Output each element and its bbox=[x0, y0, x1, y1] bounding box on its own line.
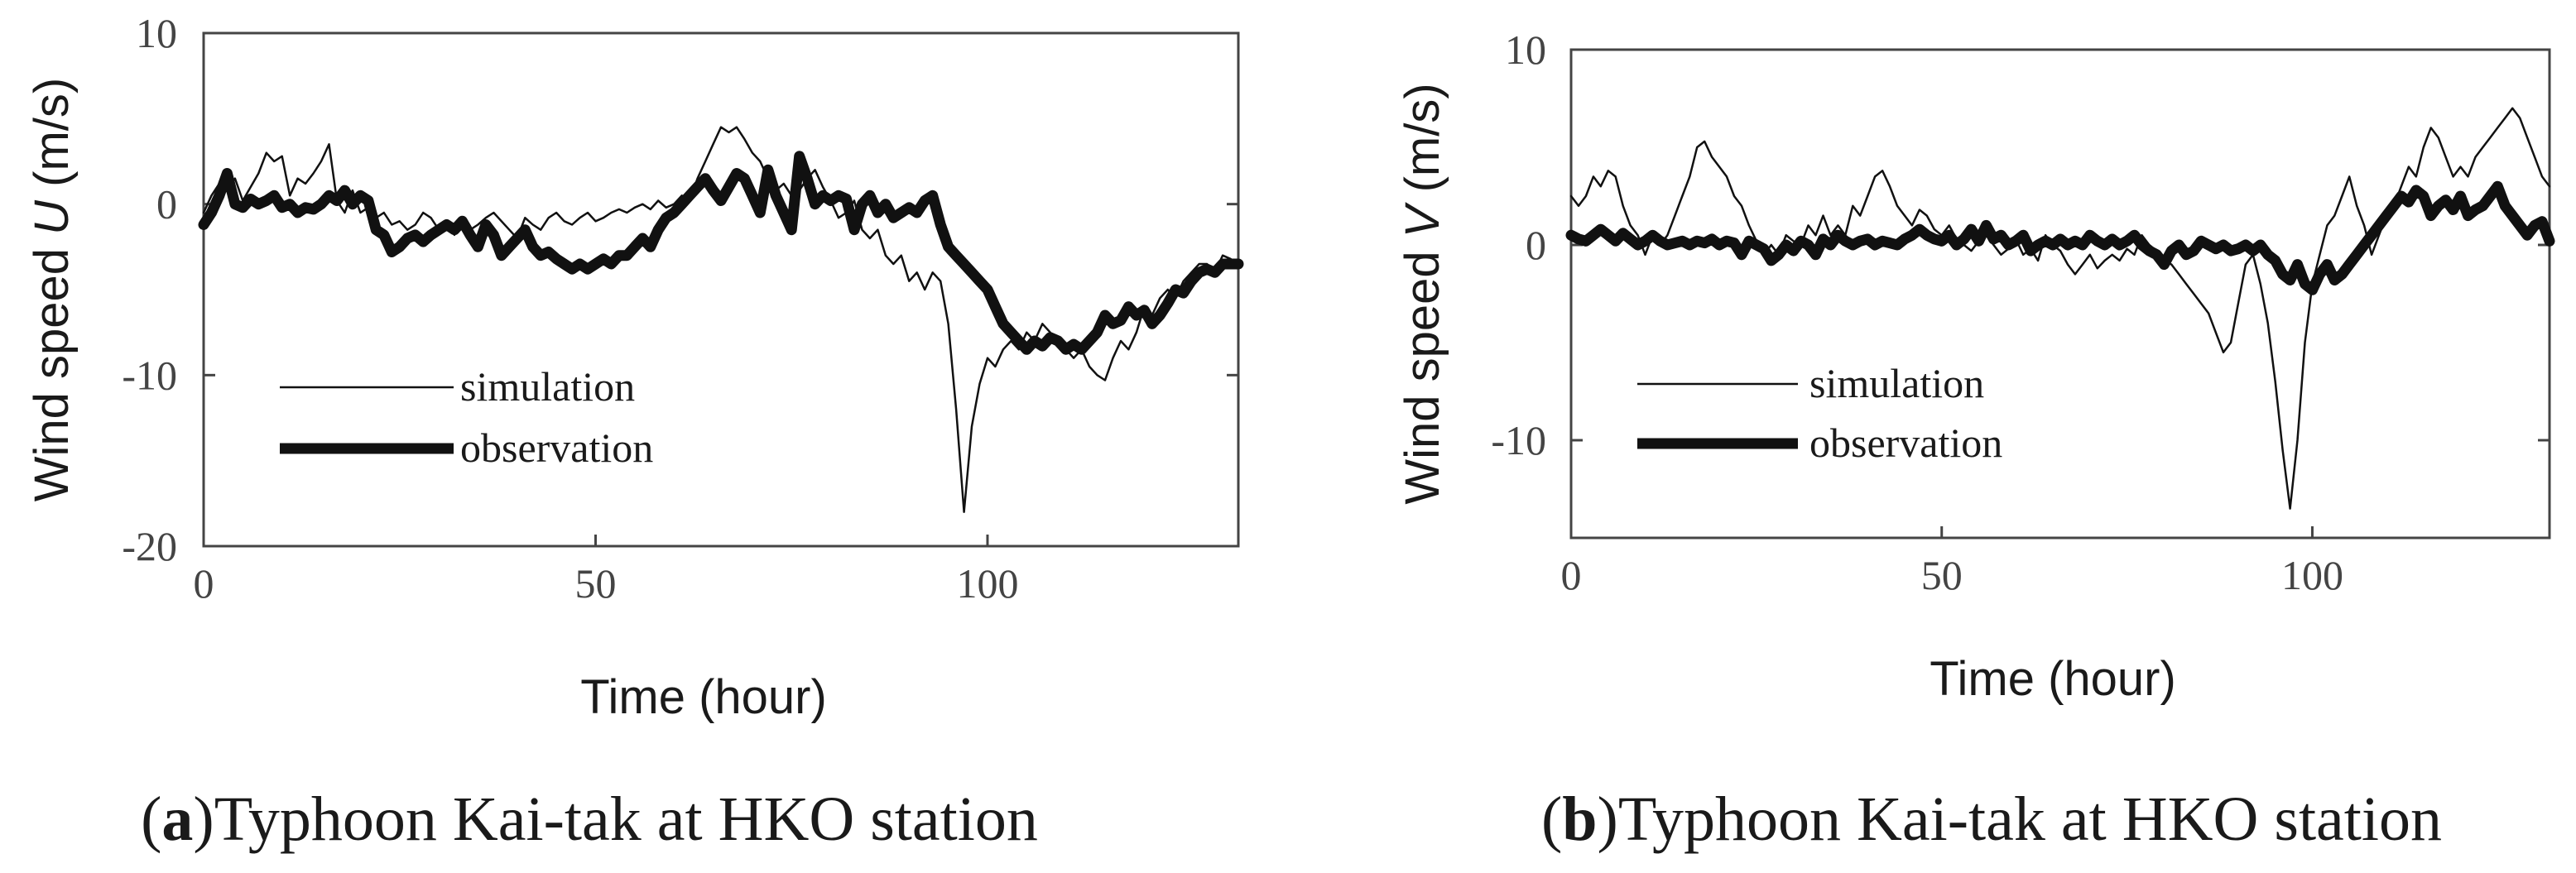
legend-observation-label-b: observation bbox=[1809, 420, 2002, 466]
legend-a: simulation observation bbox=[280, 363, 653, 471]
legend-b: simulation observation bbox=[1637, 360, 2002, 466]
x-tick-label: 0 bbox=[1561, 552, 1582, 598]
caption-a: (a)Typhoon Kai-tak at HKO station bbox=[141, 784, 1038, 854]
y-axis-label-b: Wind speed V (m/s) bbox=[1396, 83, 1449, 504]
y-tick-label: 0 bbox=[1526, 222, 1546, 268]
x-tick-label: 50 bbox=[574, 560, 616, 607]
y-tick-label: 0 bbox=[156, 181, 177, 228]
series-observation-line bbox=[1565, 180, 2555, 295]
series-simulation-line bbox=[202, 126, 1240, 513]
caption-b: (b)Typhoon Kai-tak at HKO station bbox=[1541, 784, 2442, 854]
plot-frame-a bbox=[202, 31, 1240, 548]
x-tick-label: 100 bbox=[2281, 552, 2343, 598]
x-tick-label: 0 bbox=[194, 560, 214, 607]
series-lines-a bbox=[198, 126, 1244, 513]
legend-observation-label-a: observation bbox=[460, 425, 653, 471]
y-axis-label-a: Wind speed U (m/s) bbox=[25, 78, 79, 501]
series-lines-b bbox=[1565, 107, 2555, 510]
y-tick-label: -10 bbox=[122, 352, 177, 398]
x-tick-label: 50 bbox=[1921, 552, 1963, 598]
y-tick-label: 10 bbox=[136, 10, 177, 56]
plot-frame-b bbox=[1569, 48, 2551, 540]
x-axis-label-a: Time (hour) bbox=[580, 670, 827, 724]
y-tick-label: -20 bbox=[122, 523, 177, 569]
y-tick-label: 10 bbox=[1505, 26, 1546, 73]
series-observation-line bbox=[198, 151, 1244, 355]
y-tick-label: -10 bbox=[1491, 417, 1546, 463]
x-tick-label: 100 bbox=[956, 560, 1018, 607]
legend-simulation-label-b: simulation bbox=[1809, 360, 1984, 406]
x-axis-label-b: Time (hour) bbox=[1930, 652, 2176, 706]
legend-simulation-label-a: simulation bbox=[460, 363, 635, 410]
